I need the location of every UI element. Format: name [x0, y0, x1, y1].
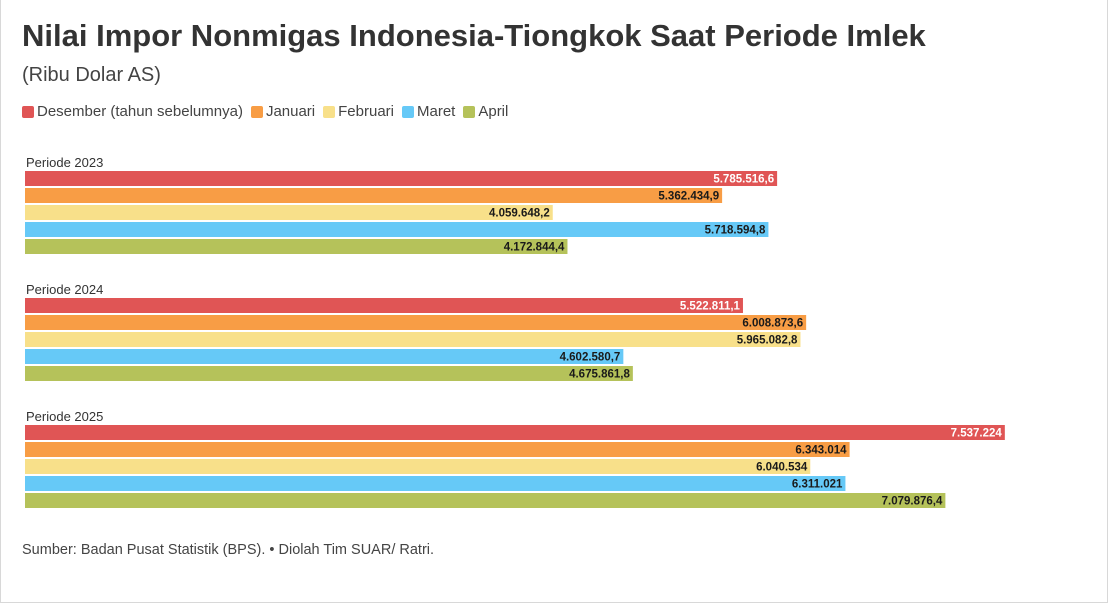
legend-item-maret[interactable]: Maret	[402, 103, 455, 120]
bar-desember[interactable]	[25, 171, 778, 186]
legend-item-april[interactable]: April	[463, 103, 508, 120]
bar-value-label: 4.675.861,8	[569, 369, 630, 381]
legend-swatch	[323, 105, 336, 118]
bar-value-label: 6.343.014	[795, 445, 847, 457]
bar-desember[interactable]	[25, 425, 1005, 440]
bar-value-label: 4.602.580,7	[560, 352, 621, 364]
legend-label: Desember (tahun sebelumnya)	[37, 103, 243, 120]
bar-februari[interactable]	[25, 332, 801, 347]
legend-swatch	[463, 105, 476, 118]
bar-value-label: 5.965.082,8	[737, 335, 798, 347]
group-label: Periode 2023	[26, 155, 103, 170]
bar-value-label: 5.362.434,9	[658, 191, 719, 203]
bar-januari[interactable]	[25, 315, 807, 330]
group-label: Periode 2025	[26, 409, 103, 424]
bar-value-label: 7.079.876,4	[882, 496, 943, 508]
legend-item-desember[interactable]: Desember (tahun sebelumnya)	[22, 103, 243, 120]
bar-value-label: 7.537.224	[951, 428, 1003, 440]
bar-maret[interactable]	[25, 222, 769, 237]
bar-value-label: 5.785.516,6	[713, 174, 774, 186]
bar-april[interactable]	[25, 239, 568, 254]
legend-swatch	[402, 105, 414, 118]
chart-legend: Desember (tahun sebelumnya) Januari Febr…	[22, 103, 516, 120]
bar-value-label: 4.059.648,2	[489, 208, 550, 220]
legend-item-januari[interactable]: Januari	[250, 103, 316, 120]
bar-februari[interactable]	[25, 459, 811, 474]
bar-value-label: 6.040.534	[756, 462, 808, 474]
bar-value-label: 5.718.594,8	[705, 225, 766, 237]
bar-april[interactable]	[25, 493, 946, 508]
bar-value-label: 5.522.811,1	[680, 301, 741, 313]
group-label: Periode 2024	[26, 282, 103, 297]
chart-subtitle: (Ribu Dolar AS)	[22, 64, 161, 86]
bar-maret[interactable]	[25, 349, 624, 364]
bar-februari[interactable]	[25, 205, 553, 220]
bar-value-label: 6.311.021	[792, 479, 843, 491]
bar-value-label: 4.172.844,4	[504, 242, 565, 254]
legend-item-februari[interactable]: Februari	[323, 103, 394, 120]
bar-desember[interactable]	[25, 298, 743, 313]
bar-januari[interactable]	[25, 442, 850, 457]
legend-label: Maret	[417, 103, 456, 120]
legend-swatch	[250, 105, 263, 118]
source-note: Sumber: Badan Pusat Statistik (BPS). • D…	[22, 542, 435, 558]
chart-title: Nilai Impor Nonmigas Indonesia-Tiongkok …	[22, 18, 926, 53]
legend-label: Februari	[338, 103, 394, 120]
bar-januari[interactable]	[25, 188, 723, 203]
bar-maret[interactable]	[25, 476, 846, 491]
legend-label: April	[478, 103, 509, 120]
bar-value-label: 6.008.873,6	[742, 318, 803, 330]
bar-april[interactable]	[25, 366, 633, 381]
legend-swatch	[22, 105, 34, 118]
legend-label: Januari	[265, 103, 316, 120]
